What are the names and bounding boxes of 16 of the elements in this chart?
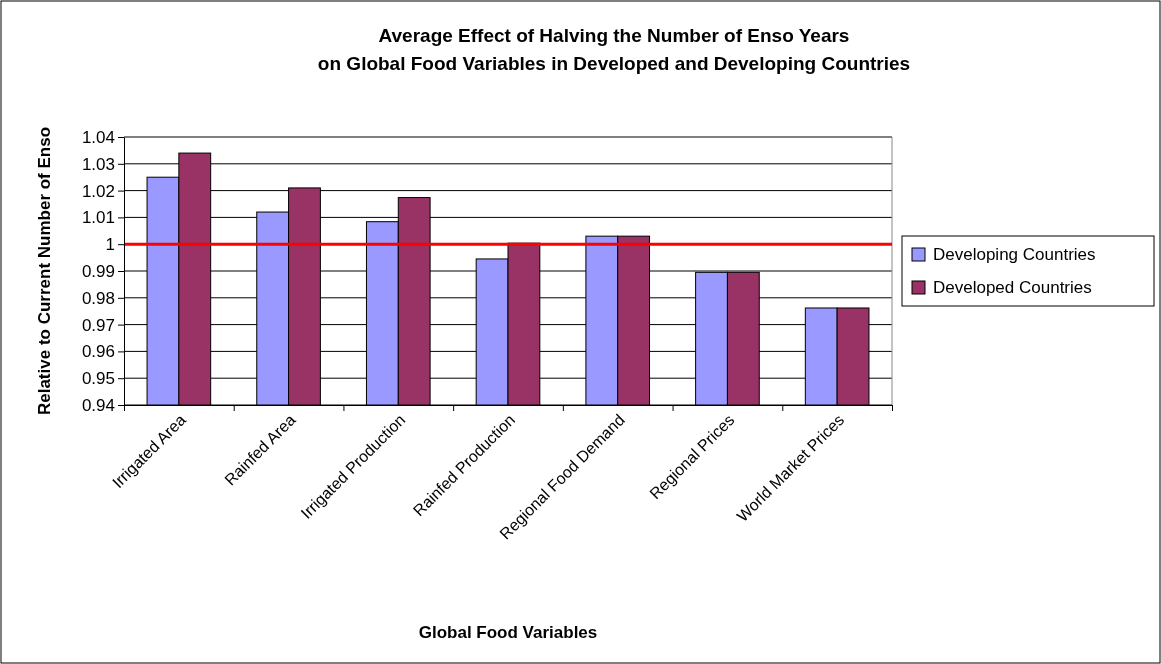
y-tick-label: 0.99 (81, 261, 115, 281)
legend-label: Developing Countries (933, 245, 1096, 264)
chart-title: Average Effect of Halving the Number of Enso Years on Global Food Variables in Developed and Developing Countries (317, 25, 911, 74)
y-tick-label: 0.98 (81, 288, 115, 308)
y-tick-label: 0.95 (81, 369, 115, 389)
y-tick-label: 0.96 (81, 342, 115, 362)
y-tick-label: 1.01 (81, 208, 115, 228)
y-tick-label: 1.02 (81, 181, 115, 201)
y-tick-label: 1.04 (81, 127, 115, 147)
y-tick-label: 1 (105, 235, 115, 255)
y-tick-label: 0.97 (81, 315, 115, 335)
x-axis-title: Global Food Variables (418, 623, 598, 642)
y-tick-label: 1.03 (81, 154, 115, 174)
y-tick-label: 0.94 (81, 395, 115, 415)
y-axis-title: Relative to Current Number of Enso (35, 126, 54, 416)
legend-label: Developed Countries (933, 278, 1092, 297)
